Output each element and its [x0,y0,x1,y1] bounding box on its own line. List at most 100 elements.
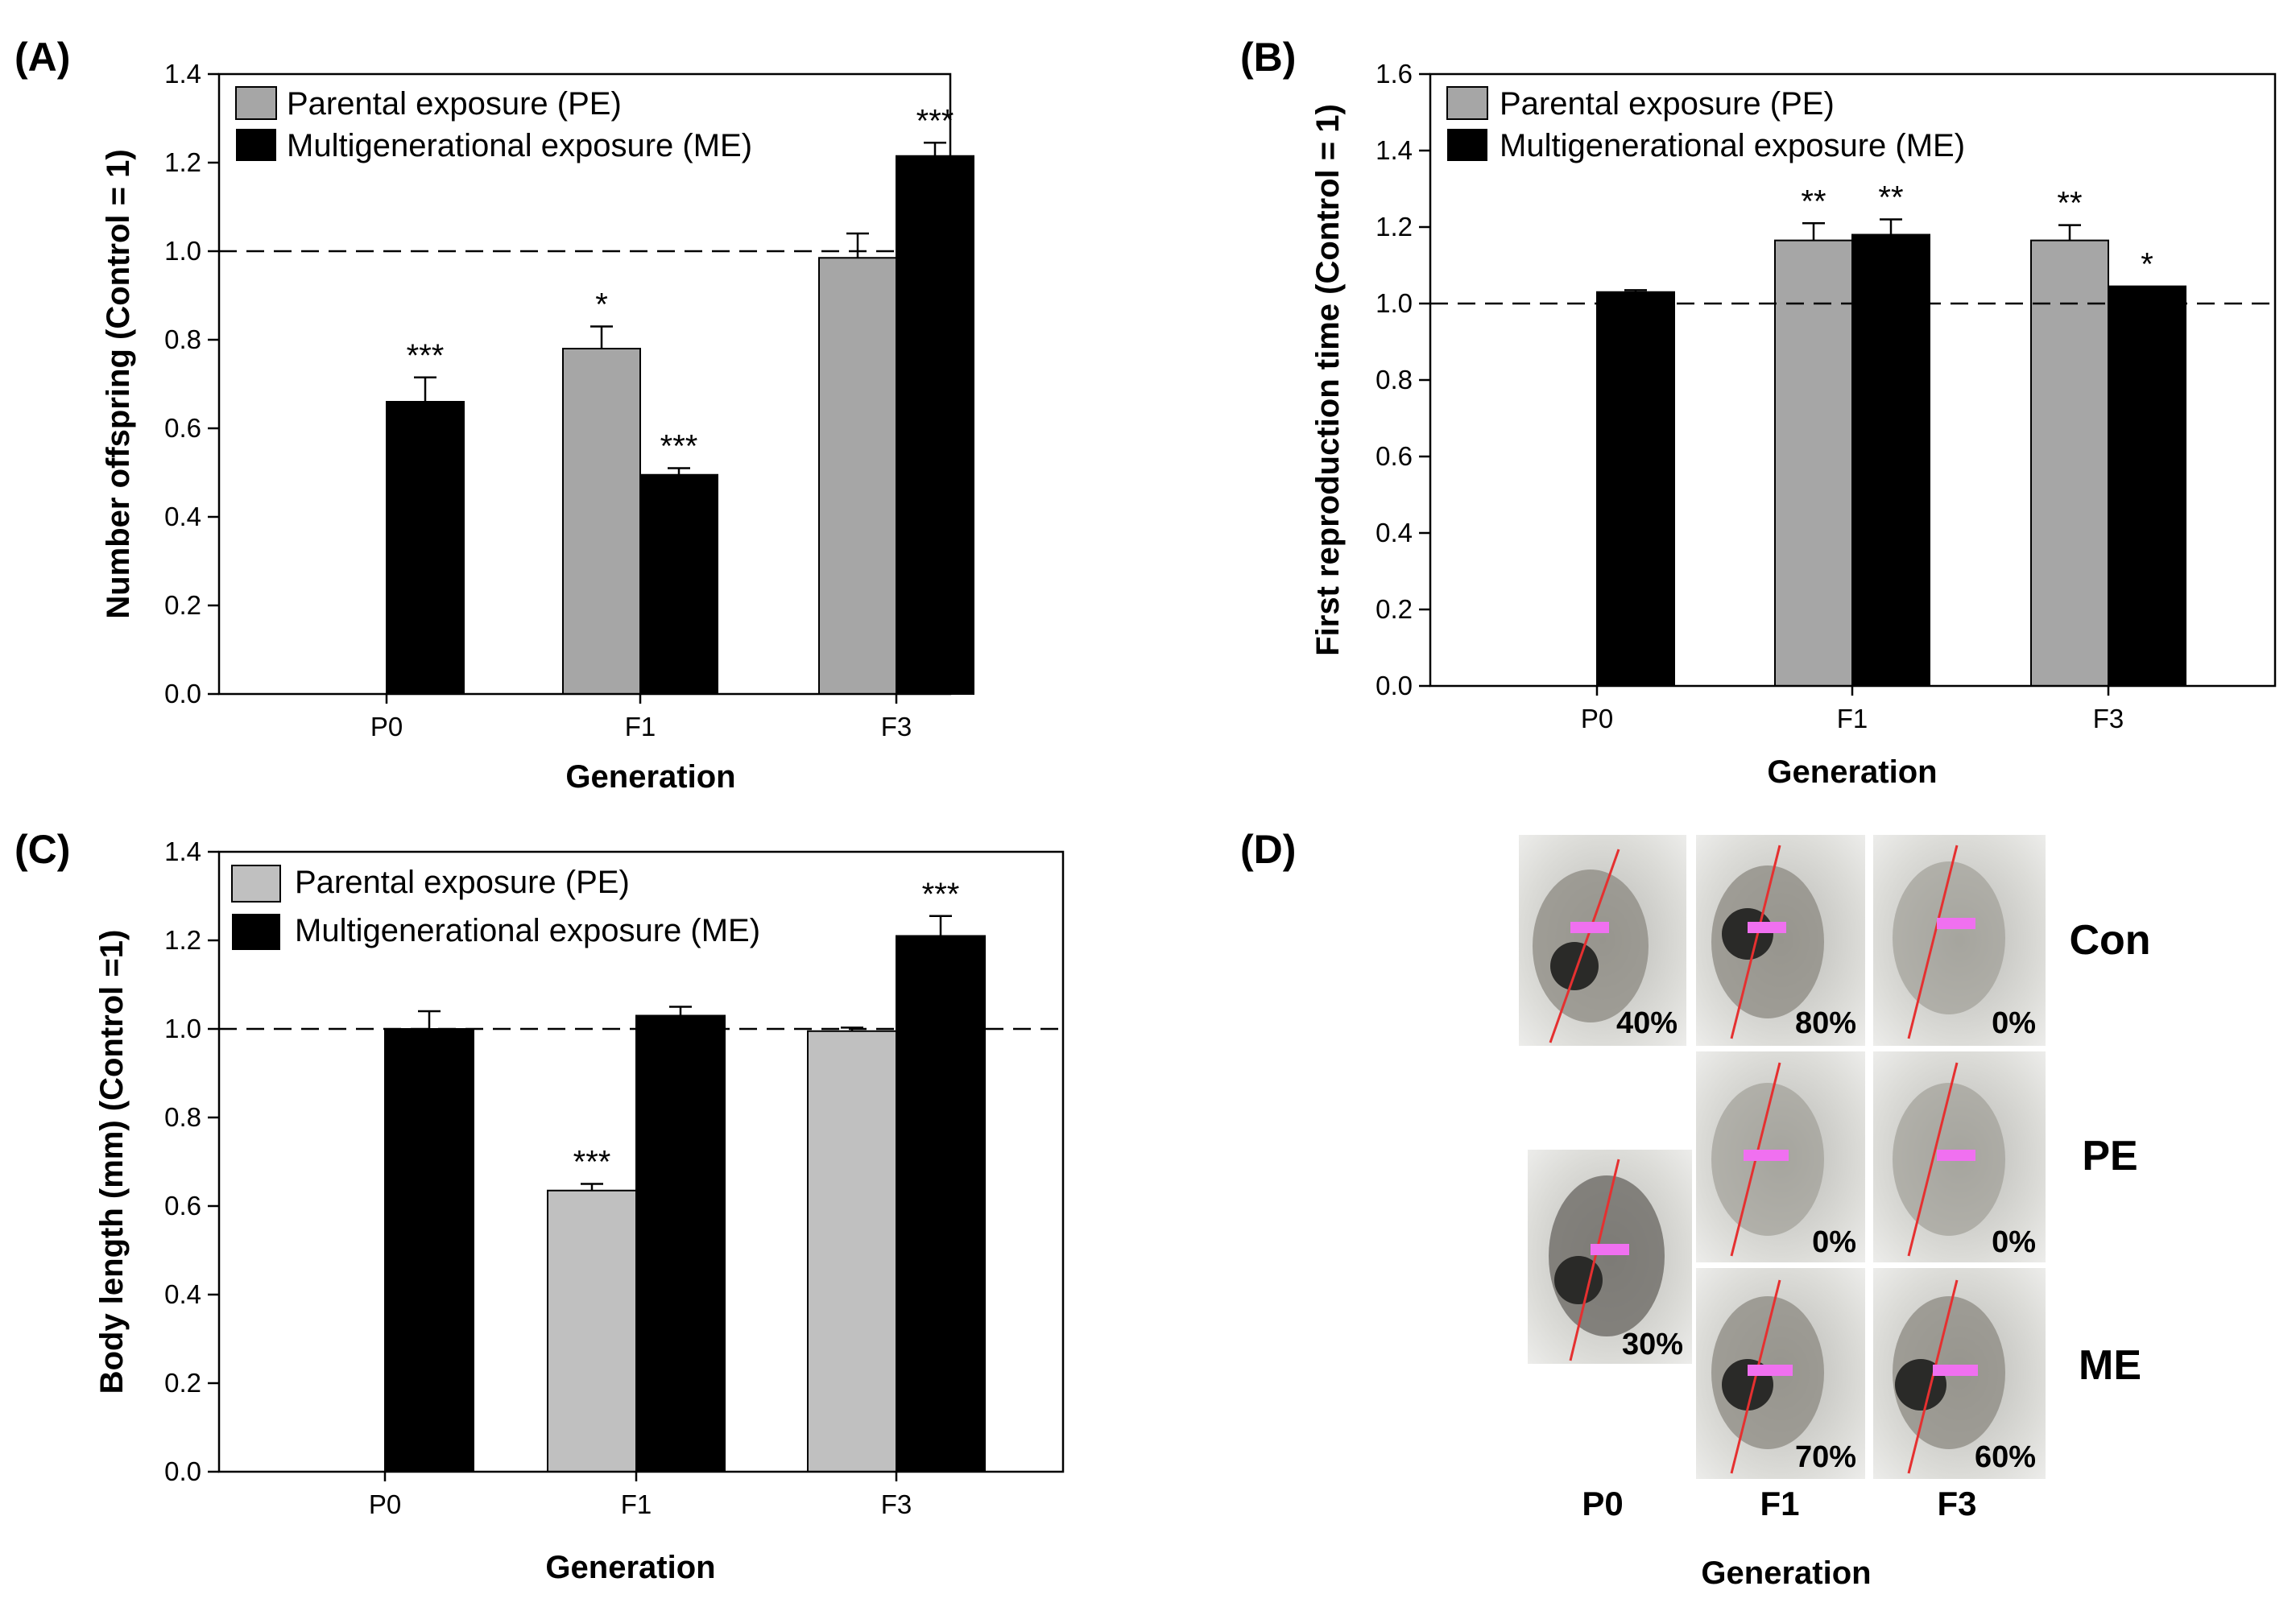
x-tick-label: P0 [369,1489,401,1519]
x-tick-label: F1 [1837,704,1868,733]
panel-c-legend: Parental exposure (PE) Multigenerational… [231,865,760,950]
y-tick-label: 1.0 [164,1014,201,1043]
micrograph-me-f1: 70% [1696,1268,1865,1479]
significance-label: ** [2057,186,2082,221]
bar-me-f3 [896,935,986,1473]
pct-me-p0: 30% [1622,1328,1683,1361]
micrograph-pe-f1: 0% [1696,1051,1865,1262]
y-tick-label: 0.8 [164,324,201,354]
legend-pe-swatch [1446,86,1488,120]
x-tick-label: F3 [881,712,912,741]
panel-c-label: (C) [14,827,70,872]
bar-me-f1 [639,473,718,695]
significance-label: * [2141,247,2153,283]
bar-pe-f1 [547,1189,637,1473]
y-tick-label: 0.4 [164,1279,201,1309]
y-tick-label: 1.4 [164,59,201,89]
col-label-f3: F3 [1937,1485,1976,1522]
legend-me-label: Multigenerational exposure (ME) [1500,128,1965,163]
row-label-me: ME [2079,1342,2141,1389]
panel-b: (B) 0.0 0.2 0.4 0.6 0.8 1.0 1.2 1.4 1.6 P0 ** ** F1 *… [1240,35,2277,790]
legend-me-swatch [1447,129,1487,161]
x-tick-label: P0 [1581,704,1613,733]
y-tick-label: 0.0 [1376,671,1413,700]
bar-me-f1 [635,1014,726,1473]
significance-label: ** [1878,180,1903,216]
bar-me-f3 [2108,285,2186,687]
y-tick-label: 1.4 [1376,135,1413,165]
y-tick-label: 1.6 [1376,59,1413,89]
panel-b-frame [1429,72,2277,688]
y-tick-label: 0.8 [1376,365,1413,394]
bar-me-p0 [386,401,465,695]
significance-label: *** [407,338,445,374]
panel-a: (A) 0.00.20.40.60.81.01.21.4***P0****F1*… [14,35,974,795]
y-tick-label: 1.2 [164,925,201,955]
bar-pe-f1 [1774,239,1853,687]
y-tick-label: 1.4 [164,836,201,866]
y-tick-label: 0.4 [164,502,201,531]
panel-a-legend: Parental exposure (PE) Multigenerational… [235,86,752,163]
pct-con-f3: 0% [1992,1006,2036,1040]
pct-pe-f1: 0% [1812,1225,1856,1259]
legend-pe-label: Parental exposure (PE) [287,86,622,122]
bar-pe-f3 [2030,239,2109,687]
panel-a-plot: 0.00.20.40.60.81.01.21.4***P0****F1***F3 [164,59,974,741]
bar-me-p0 [1596,291,1675,687]
panel-d: (D) 40% 80% 0% [1240,827,2151,1591]
pct-me-f1: 70% [1795,1440,1856,1474]
panel-b-legend: Parental exposure (PE) Multigenerational… [1446,86,1965,163]
row-label-con: Con [2069,917,2150,964]
x-tick-label: F1 [625,712,656,741]
panel-a-ylabel: Number offspring (Control = 1) [101,149,136,618]
panel-d-label: (D) [1240,827,1296,872]
significance-label: *** [922,877,960,912]
x-tick-label: P0 [370,712,403,741]
pct-me-f3: 60% [1975,1440,2036,1474]
y-tick-label: 0.0 [164,679,201,708]
panel-a-xlabel: Generation [565,759,735,795]
x-tick-label: F3 [2093,704,2124,733]
legend-me-label: Multigenerational exposure (ME) [295,913,760,948]
x-tick-label: F1 [621,1489,652,1519]
y-tick-label: 0.4 [1376,518,1413,547]
y-tick-label: 0.6 [164,1191,201,1221]
significance-label: ** [1801,184,1826,219]
col-label-p0: P0 [1582,1485,1623,1522]
significance-label: *** [660,429,698,465]
bar-me-f3 [896,155,974,695]
legend-pe-swatch [231,865,281,903]
micrograph-con-p0: 40% [1519,835,1686,1046]
row-label-pe: PE [2082,1133,2137,1179]
y-tick-label: 0.2 [1376,594,1413,624]
y-tick-label: 0.6 [1376,441,1413,471]
panel-b-ylabel: First reproduction time (Control = 1) [1310,104,1346,656]
bar-me-f1 [1851,233,1930,687]
panel-a-label: (A) [14,35,70,80]
micrograph-pe-f3: 0% [1873,1051,2046,1262]
bar-me-p0 [384,1028,474,1473]
x-tick-label: F3 [881,1489,912,1519]
bar-pe-f1 [562,348,641,695]
legend-pe-label: Parental exposure (PE) [1500,86,1835,122]
significance-label: *** [916,103,954,138]
y-tick-label: 1.0 [1376,288,1413,318]
panel-d-xlabel: Generation [1701,1555,1871,1591]
col-label-f1: F1 [1760,1485,1799,1522]
y-tick-label: 1.2 [164,147,201,177]
significance-label: * [595,287,608,323]
micrograph-con-f1: 80% [1696,835,1865,1046]
y-tick-label: 0.2 [164,590,201,620]
legend-me-swatch [232,914,280,950]
pct-pe-f3: 0% [1992,1225,2036,1259]
panel-a-frame [217,72,952,696]
y-tick-label: 0.6 [164,413,201,443]
micrograph-me-f3: 60% [1873,1268,2046,1479]
panel-b-xlabel: Generation [1767,754,1937,790]
legend-pe-swatch [235,86,277,120]
y-tick-label: 0.0 [164,1456,201,1486]
panel-c: (C) 0.0 0.2 0.4 0.6 0.8 1.0 1.2 1.4 P0 *** F1 *** F3… [14,827,1065,1585]
micrograph-me-p0: 30% [1528,1150,1692,1364]
legend-me-label: Multigenerational exposure (ME) [287,128,752,163]
panel-c-ylabel: Body length (mm) (Control =1) [94,930,130,1394]
